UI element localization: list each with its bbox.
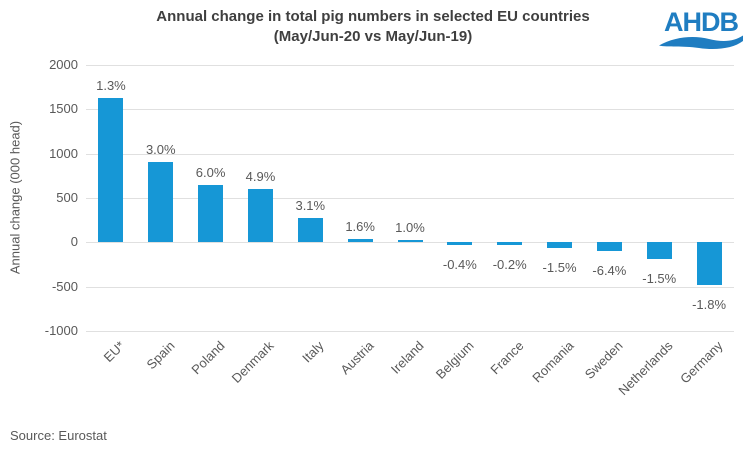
bar-value-label: 1.3%	[96, 77, 126, 93]
bar-spain	[148, 161, 174, 243]
chart-title: Annual change in total pig numbers in se…	[0, 7, 746, 47]
bar-value-label: -6.4%	[592, 263, 627, 279]
x-axis-labels: EU* Spain Poland Denmark Italy Austria Ireland…	[86, 338, 734, 448]
gridline-1000	[86, 153, 734, 155]
bar-romania	[547, 242, 573, 249]
bar-value-label: -1.5%	[642, 270, 677, 286]
bar-belgium	[447, 242, 473, 245]
bar-sweden	[596, 242, 622, 252]
bar-value-label: 1.0%	[395, 220, 425, 236]
bar-value-label: 4.9%	[245, 168, 276, 184]
gridline-0	[86, 242, 734, 244]
gridline--500	[86, 286, 734, 288]
ahdb-wave-icon	[659, 35, 743, 50]
y-tick-label: -500	[51, 278, 78, 294]
gridline-2000	[86, 65, 734, 66]
chart-title-line2: (May/Jun-20 vs May/Jun-19)	[273, 28, 473, 45]
bar-value-label: -1.8%	[692, 296, 727, 312]
bar-netherlands	[646, 242, 672, 259]
y-tick-label: 500	[56, 190, 78, 205]
x-axis-label-eu: EU*	[100, 338, 128, 365]
bar-italy	[297, 218, 323, 243]
ahdb-logo: AHDB	[658, 8, 744, 56]
y-tick-label: 2000	[49, 57, 78, 72]
bar-germany	[696, 242, 722, 285]
chart-title-line1: Annual change in total pig numbers in se…	[156, 8, 590, 25]
y-tick-label: 1500	[49, 101, 78, 117]
bar-denmark	[247, 188, 273, 243]
bar-austria	[347, 238, 373, 243]
bar-value-label: 1.6%	[345, 218, 375, 234]
bar-ireland	[397, 240, 423, 243]
y-tick-label: 0	[70, 234, 78, 250]
plot-area: 1.3% 3.0% 6.0% 4.9% 3.1% 1.6% 1.0% -0.4% -0.2% -1…	[86, 65, 734, 332]
bar-value-label: 3.1%	[295, 198, 326, 214]
bar-poland	[198, 184, 224, 243]
source-note: Source: Eurostat	[10, 428, 107, 443]
bar-france	[497, 242, 523, 245]
gridline-1500	[86, 109, 734, 111]
y-tick-label: -1000	[44, 323, 78, 338]
bar-value-label: -1.5%	[542, 260, 577, 276]
gridline-500	[86, 198, 734, 199]
bar-value-label: -0.4%	[442, 256, 477, 272]
ahdb-logo-text: AHDB	[664, 7, 739, 37]
bar-value-label: 6.0%	[195, 164, 226, 180]
y-tick-label: 1000	[49, 145, 78, 161]
bar-value-label: -0.2%	[492, 256, 527, 272]
bar-eu	[98, 97, 124, 243]
bar-value-label: 3.0%	[145, 141, 176, 157]
gridline--1000	[86, 331, 734, 332]
